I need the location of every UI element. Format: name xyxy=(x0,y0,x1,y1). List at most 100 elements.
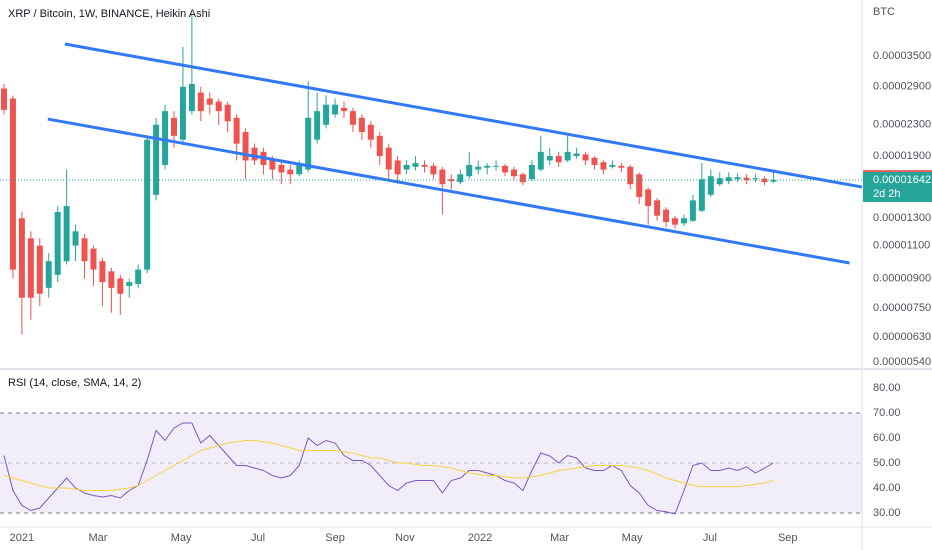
candle-body xyxy=(725,177,732,182)
candle-body xyxy=(45,261,52,288)
candle-body xyxy=(117,278,124,294)
candle-body xyxy=(385,147,392,170)
candle-body xyxy=(663,209,670,223)
candle-body xyxy=(323,104,330,125)
chart-title: XRP / Bitcoin, 1W, BINANCE, Heikin Ashi xyxy=(8,8,210,20)
candle-body xyxy=(126,282,133,286)
candle-body xyxy=(591,157,598,165)
candle-body xyxy=(761,178,768,183)
rsi-band xyxy=(0,413,862,513)
candle-body xyxy=(394,160,401,175)
x-tick-label: May xyxy=(622,532,643,544)
unit-label: BTC xyxy=(873,6,895,18)
candle-body xyxy=(99,261,106,283)
x-tick-label: Sep xyxy=(325,532,345,544)
y-tick-label: 0.00001100 xyxy=(873,240,930,252)
candle-body xyxy=(314,111,321,140)
candle-body xyxy=(358,117,365,133)
price-pane xyxy=(0,14,862,335)
candle-body xyxy=(72,231,79,246)
candle-body xyxy=(564,151,571,161)
price-label-bg xyxy=(863,171,932,202)
candle-body xyxy=(519,174,526,183)
candle-body xyxy=(466,164,473,177)
candle-body xyxy=(9,98,16,270)
candle-body xyxy=(332,104,339,115)
candle-body xyxy=(278,164,285,173)
candle-body xyxy=(636,174,643,197)
candle-body xyxy=(680,218,687,224)
candle-body xyxy=(251,147,258,161)
candle-body xyxy=(54,212,61,275)
axes: 2021 Mar May Jul Sep Nov 2022 Mar May Jul Sep 0.000… xyxy=(10,50,932,544)
y-tick-label: 0.00000900 xyxy=(873,272,931,284)
y-tick-label: 40.00 xyxy=(873,482,901,494)
x-tick-label: 2021 xyxy=(10,532,34,544)
candle-body xyxy=(654,200,661,216)
x-tick-label: Jul xyxy=(703,532,717,544)
y-tick-label: 0.00003500 xyxy=(873,50,931,62)
candle-body xyxy=(546,156,553,161)
candle-body xyxy=(502,165,509,173)
candle-body xyxy=(707,176,714,195)
y-tick-label: 0.00000540 xyxy=(873,356,931,368)
x-tick-label: Sep xyxy=(778,532,798,544)
candle-body xyxy=(475,166,482,170)
candle-body xyxy=(412,163,419,167)
candle-body xyxy=(537,151,544,170)
candle-body xyxy=(224,104,231,122)
candle-body xyxy=(36,245,43,294)
candle-body xyxy=(582,154,589,161)
candle-body xyxy=(349,111,356,125)
candle-body xyxy=(179,86,186,140)
candle-body xyxy=(188,84,195,112)
x-tick-label: Mar xyxy=(550,532,569,544)
candle-body xyxy=(376,135,383,157)
candle-body xyxy=(233,117,240,144)
y-tick-label: 0.00002300 xyxy=(873,119,931,131)
candle-body xyxy=(743,177,750,181)
x-tick-label: 2022 xyxy=(468,532,492,544)
candle-body xyxy=(27,238,34,298)
candle-body xyxy=(367,124,374,140)
rsi-title: RSI (14, close, SMA, 14, 2) xyxy=(8,377,141,389)
candle-body xyxy=(448,179,455,182)
candle-body xyxy=(672,218,679,225)
candle-body xyxy=(81,238,88,262)
candle-body xyxy=(627,166,634,185)
x-tick-label: May xyxy=(171,532,192,544)
candle-body xyxy=(770,179,777,182)
y-tick-label: 30.00 xyxy=(873,507,901,519)
x-tick-label: Nov xyxy=(395,532,415,544)
candle-body xyxy=(287,169,294,175)
candle-body xyxy=(153,124,160,195)
candle-body xyxy=(698,179,705,211)
y-tick-label: 70.00 xyxy=(873,407,901,419)
candle-body xyxy=(528,164,535,180)
candle-body xyxy=(135,269,142,285)
trendline xyxy=(64,42,862,189)
candle-body xyxy=(215,101,222,112)
candle-body xyxy=(689,200,696,221)
y-tick-label: 50.00 xyxy=(873,457,901,469)
candle-body xyxy=(90,248,97,270)
y-tick-label: 0.00000750 xyxy=(873,302,931,314)
candle-body xyxy=(162,111,169,165)
candle-body xyxy=(716,178,723,185)
candle-body xyxy=(340,107,347,112)
candle-body xyxy=(18,218,25,298)
candle-body xyxy=(484,165,491,168)
rsi-line xyxy=(3,440,774,491)
candle-body xyxy=(421,164,428,167)
y-tick-label: 60.00 xyxy=(873,432,901,444)
candle-body xyxy=(493,165,500,167)
candle-body xyxy=(573,153,580,157)
x-tick-label: Jul xyxy=(251,532,265,544)
candle-body xyxy=(403,164,410,170)
candle-body xyxy=(269,160,276,170)
y-tick-label: 0.00001900 xyxy=(873,150,931,162)
candle-body xyxy=(0,88,7,110)
candle-body xyxy=(600,162,607,170)
candle-body xyxy=(510,169,517,177)
candle-body xyxy=(618,165,625,168)
